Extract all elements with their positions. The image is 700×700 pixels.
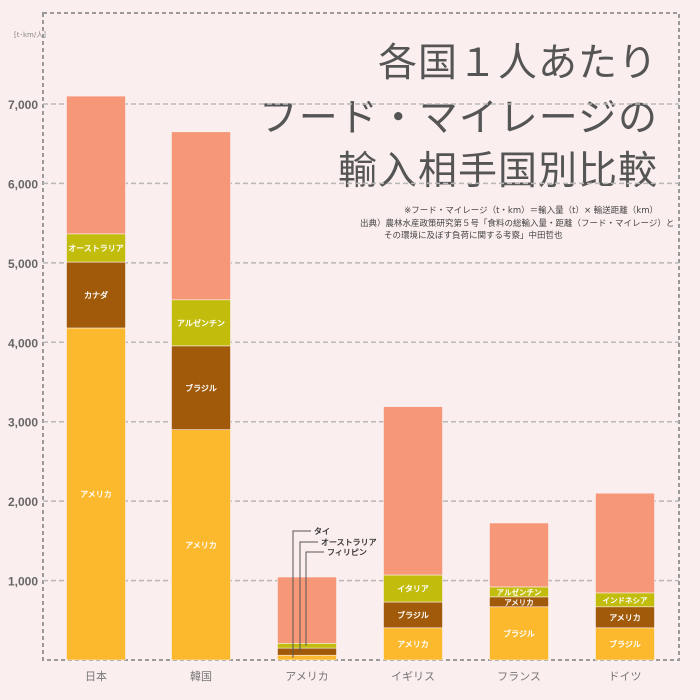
segment-label: アメリカ [397, 640, 429, 649]
source-note-line-1: 出典）農林水産政策研究第５号「食料の総輸入量・距離（フード・マイレージ）と [360, 219, 675, 229]
bar-segment [489, 606, 549, 661]
x-tick-label: フランス [497, 670, 541, 683]
y-tick-label: 6,000 [8, 177, 38, 191]
callout-label: オーストラリア [321, 538, 377, 547]
segment-label: ブラジル [397, 610, 429, 620]
bar-segment [489, 522, 549, 588]
y-tick-label: 2,000 [8, 495, 38, 509]
segment-label: ブラジル [503, 628, 535, 638]
y-axis-unit: [t･km/人] [14, 31, 46, 39]
callout-label: タイ [314, 526, 330, 536]
bar-segment [171, 429, 231, 661]
bar-segment [171, 345, 231, 430]
segment-label: ブラジル [185, 383, 217, 393]
source-note-line-2: その環境に及ぼす負荷に関する考察」中田哲也 [384, 231, 563, 241]
bar-segment [383, 601, 443, 629]
bar-segment [277, 654, 337, 661]
bar-segment [595, 492, 655, 594]
chart-title-line-2: フード・マイレージの [258, 96, 658, 141]
bar-segment [66, 233, 126, 263]
x-tick-label: 日本 [85, 669, 107, 683]
callout-label: フィリピン [327, 547, 367, 557]
segment-label: アルゼンチン [177, 318, 225, 328]
segment-label: アメリカ [609, 613, 641, 622]
segment-label: カナダ [84, 290, 108, 300]
bar-segment [66, 327, 126, 661]
segment-label: オーストラリア [68, 244, 124, 253]
chart-title-line-3: 輸入相手国別比較 [337, 149, 658, 194]
bar-segment [277, 576, 337, 644]
segment-label: アメリカ [185, 541, 217, 550]
segment-label: アメリカ [504, 598, 534, 607]
bar-segment [66, 95, 126, 235]
bar-segment [277, 643, 337, 649]
callout-line [292, 530, 311, 658]
y-tick-label: 5,000 [8, 257, 38, 271]
bar-segment [595, 627, 655, 661]
segment-label: ブラジル [609, 639, 641, 649]
x-tick-label: アメリカ [285, 670, 328, 683]
segment-label: イタリア [397, 584, 429, 594]
segment-label: アルゼンチン [497, 587, 542, 597]
plot-frame [42, 12, 680, 661]
y-tick-label: 3,000 [8, 416, 38, 430]
formula-note: ※フード・マイレージ（t・km）＝輸入量（t）× 輸送距離（km） [404, 206, 658, 216]
y-tick-label: 1,000 [8, 575, 38, 589]
segment-label: インドネシア [603, 596, 648, 605]
bar-segment [383, 406, 443, 576]
y-tick-label: 4,000 [8, 336, 38, 350]
x-tick-label: ドイツ [609, 670, 642, 683]
bar-segment [66, 261, 126, 329]
bar-segment [277, 647, 337, 656]
callout-line [299, 541, 318, 652]
bar-segment [383, 574, 443, 603]
segment-label: アメリカ [80, 490, 112, 499]
x-tick-label: 韓国 [190, 670, 212, 683]
bar-segment [171, 299, 231, 347]
callout-line [305, 551, 324, 646]
y-tick-label: 7,000 [8, 98, 38, 112]
bar-segment [171, 131, 231, 301]
x-tick-label: イギリス [391, 670, 435, 683]
chart-title-line-1: 各国１人あたり [377, 41, 658, 86]
